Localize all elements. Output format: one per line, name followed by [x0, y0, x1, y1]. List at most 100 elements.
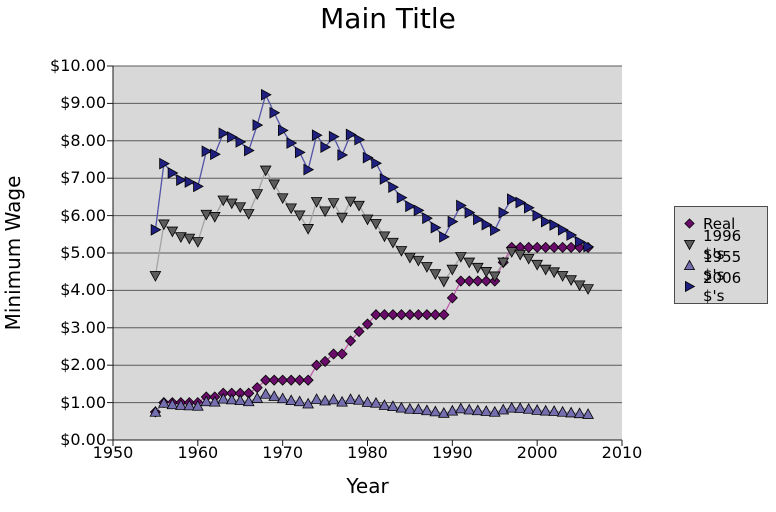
data-point-marker [531, 241, 543, 253]
data-point-marker [378, 231, 391, 243]
data-point-marker [446, 404, 459, 416]
y-tick-label: $8.00 [60, 130, 106, 150]
data-point-marker [167, 167, 179, 179]
data-point-marker [310, 393, 323, 404]
data-point-marker [412, 309, 424, 321]
data-point-marker [370, 309, 382, 321]
data-point-marker [278, 124, 289, 137]
data-point-marker [481, 218, 493, 231]
x-tick-label: 2000 [516, 443, 558, 462]
data-point-marker [244, 144, 255, 157]
data-point-marker [490, 224, 501, 237]
data-point-marker [201, 145, 213, 158]
legend-item: 1955 $'s [675, 248, 767, 284]
data-point-marker [361, 214, 374, 226]
data-point-marker [539, 264, 552, 276]
data-point-marker [319, 355, 331, 368]
y-tick-label: $2.00 [60, 355, 106, 375]
data-point-marker [439, 231, 450, 243]
data-point-marker [488, 405, 501, 417]
data-point-marker [507, 193, 518, 206]
data-point-marker [285, 374, 297, 386]
data-point-marker [353, 393, 365, 405]
data-point-marker [302, 374, 314, 386]
data-point-marker [472, 275, 484, 287]
data-point-marker [285, 203, 298, 215]
x-tick-label: 1970 [262, 443, 304, 462]
data-point-marker [421, 262, 433, 273]
data-point-marker [573, 280, 586, 292]
data-point-marker [242, 395, 255, 407]
data-point-marker [311, 129, 323, 142]
legend-item: 2006 $'s [675, 269, 767, 305]
data-point-marker [276, 193, 289, 205]
data-point-marker [497, 257, 510, 269]
data-point-marker [191, 399, 204, 411]
data-point-marker [149, 405, 162, 417]
data-point-marker [193, 180, 204, 193]
data-point-marker [210, 148, 221, 161]
data-point-marker [498, 206, 510, 219]
data-point-marker [319, 206, 331, 218]
legend-item: 1996 $'s [675, 227, 767, 263]
data-point-marker [294, 146, 306, 159]
data-point-marker [371, 157, 383, 170]
data-point-marker [285, 394, 298, 406]
data-point-marker [261, 88, 272, 101]
data-point-marker [260, 374, 272, 386]
data-point-marker [522, 402, 535, 414]
data-point-marker [328, 130, 340, 143]
triangle-up-icon [683, 259, 696, 271]
data-point-marker [473, 213, 484, 226]
data-point-marker [582, 408, 594, 419]
data-point-marker [438, 309, 450, 321]
data-point-marker [225, 198, 238, 210]
data-point-marker [269, 106, 281, 119]
data-point-marker [566, 229, 578, 241]
data-point-marker [437, 407, 450, 418]
data-point-marker [514, 402, 527, 413]
x-tick-label: 1960 [177, 443, 219, 462]
data-point-marker [158, 219, 170, 231]
data-point-marker [345, 128, 357, 141]
data-point-marker [379, 173, 391, 185]
data-point-marker [505, 247, 518, 258]
data-point-marker [166, 226, 179, 238]
data-point-marker [404, 252, 416, 264]
y-tick-label: $6.00 [60, 205, 106, 225]
legend-label: 2006 $'s [703, 268, 742, 305]
data-point-marker [549, 219, 561, 231]
data-point-marker [480, 405, 493, 416]
data-point-marker [191, 237, 204, 248]
data-point-marker [463, 275, 475, 287]
x-tick-label: 1990 [431, 443, 473, 462]
data-point-marker [344, 196, 357, 208]
data-point-marker [540, 241, 552, 253]
data-point-marker [200, 209, 213, 221]
data-point-marker [200, 395, 213, 407]
data-point-marker [463, 403, 476, 415]
data-point-marker [227, 131, 238, 143]
data-point-marker [446, 264, 459, 276]
data-point-marker [319, 394, 331, 406]
data-point-marker [378, 309, 391, 321]
data-point-marker [277, 374, 289, 386]
data-point-marker [556, 271, 569, 282]
data-point-marker [446, 292, 458, 304]
data-point-marker [565, 275, 577, 286]
data-point-marker [454, 402, 467, 414]
data-point-marker [548, 405, 561, 416]
data-point-marker [412, 403, 425, 414]
x-tick-label: 1950 [92, 443, 134, 462]
data-point-marker [437, 276, 450, 288]
data-point-marker [251, 189, 264, 200]
series-line [154, 393, 589, 415]
data-point-marker [174, 232, 187, 243]
data-point-marker [574, 235, 586, 248]
data-point-marker [234, 202, 247, 214]
data-point-marker [362, 151, 374, 164]
x-tick-label: 1980 [347, 443, 388, 462]
data-point-marker [218, 127, 230, 140]
